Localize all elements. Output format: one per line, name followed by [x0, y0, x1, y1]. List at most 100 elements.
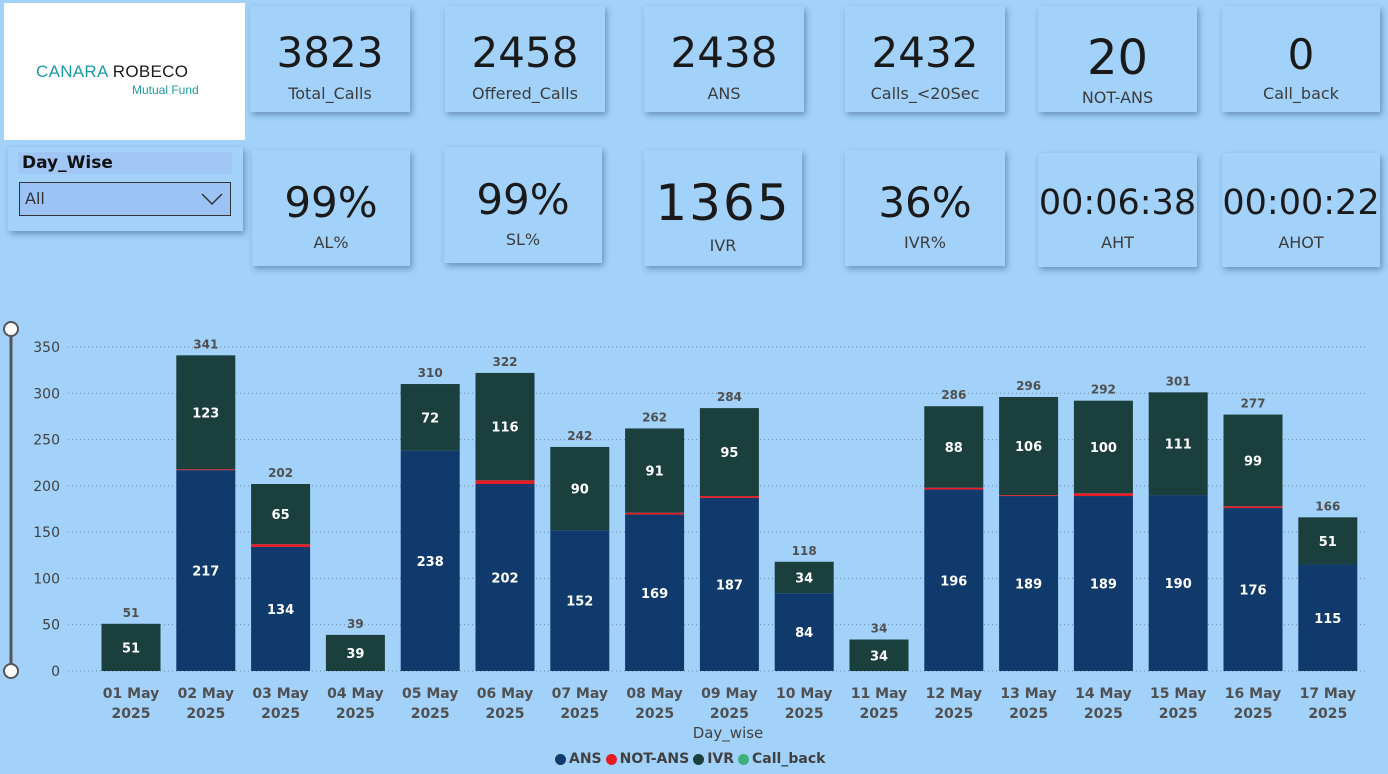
- chevron-down-icon: [201, 193, 223, 206]
- logo-tagline: Mutual Fund: [132, 83, 199, 97]
- bar-segment-not-ans: [176, 469, 236, 471]
- x-tick-label: 13 May: [1000, 686, 1056, 702]
- bar-segment-ivr: [849, 639, 909, 671]
- logo-part2: ROBECO: [112, 62, 189, 81]
- x-tick-label: 2025: [1308, 706, 1347, 722]
- x-tick-label: 03 May: [252, 686, 308, 702]
- bar-segment-not-ans: [699, 496, 759, 498]
- total-label: 284: [717, 390, 742, 404]
- day-wise-slicer: Day_Wise All: [8, 147, 243, 231]
- total-label: 202: [268, 466, 293, 480]
- bar-segment-not-ans: [1073, 493, 1133, 497]
- x-tick-label: 2025: [112, 706, 151, 722]
- kpi-label: Offered_Calls: [472, 84, 578, 103]
- kpi-label: NOT-ANS: [1081, 88, 1154, 107]
- x-tick-label: 08 May: [626, 686, 682, 702]
- bar-segment-ans: [924, 489, 984, 671]
- x-tick-label: 2025: [860, 706, 899, 722]
- bar-segment-not-ans: [924, 487, 984, 490]
- kpi-label: IVR%: [904, 233, 946, 252]
- x-tick-label: 2025: [560, 706, 599, 722]
- x-tick-label: 06 May: [477, 686, 533, 702]
- bar-segment-ivr: [325, 634, 385, 671]
- bar-segment-not-ans: [1223, 506, 1283, 509]
- kpi-label: ANS: [707, 84, 741, 103]
- legend-label: Call_back: [752, 751, 826, 767]
- bar-segment-ivr: [699, 408, 759, 497]
- data-label: 169: [641, 587, 668, 602]
- x-tick-label: 2025: [710, 706, 749, 722]
- kpi-card-al-percent: 99% AL%: [252, 150, 410, 266]
- kpi-card-ivr-percent: 36% IVR%: [845, 150, 1005, 266]
- data-label: 100: [1090, 441, 1117, 456]
- data-label: 88: [945, 441, 963, 456]
- x-tick-label: 07 May: [552, 686, 608, 702]
- kpi-label: AHT: [1101, 233, 1134, 252]
- data-label: 99: [1244, 454, 1262, 469]
- bar-segment-ans: [475, 484, 535, 671]
- bar-segment-ivr: [1073, 400, 1133, 494]
- x-tick-label: 2025: [785, 706, 824, 722]
- x-tick-label: 16 May: [1225, 686, 1281, 702]
- y-tick-label: 50: [42, 618, 60, 634]
- kpi-card-calls-under-20sec: 2432 Calls_<20Sec: [845, 6, 1005, 112]
- bar-segment-ivr: [1223, 414, 1283, 507]
- x-tick-label: 11 May: [851, 686, 907, 702]
- bar-segment-ans: [999, 496, 1059, 671]
- x-tick-label: 17 May: [1300, 686, 1356, 702]
- x-tick-label: 10 May: [776, 686, 832, 702]
- x-tick-label: 02 May: [178, 686, 234, 702]
- bar-segment-not-ans: [251, 544, 311, 547]
- kpi-value: 0: [1287, 30, 1315, 79]
- total-label: 310: [418, 366, 443, 380]
- kpi-card-aht: 00:06:38 AHT: [1038, 153, 1197, 267]
- bar-segment-ivr: [101, 623, 161, 671]
- x-axis-title: Day_wise: [693, 724, 764, 743]
- total-label: 51: [123, 606, 140, 620]
- kpi-value: 00:06:38: [1038, 183, 1197, 223]
- kpi-value: 20: [1086, 30, 1149, 86]
- x-tick-label: 09 May: [701, 686, 757, 702]
- x-tick-label: 2025: [1084, 706, 1123, 722]
- kpi-card-not-ans: 20 NOT-ANS: [1038, 6, 1197, 112]
- kpi-label: IVR: [709, 236, 737, 255]
- slicer-title: Day_Wise: [18, 152, 232, 174]
- total-label: 341: [193, 337, 218, 351]
- kpi-value: 1365: [655, 174, 791, 232]
- x-tick-label: 2025: [635, 706, 674, 722]
- total-label: 262: [642, 410, 667, 424]
- data-label: 217: [192, 565, 219, 580]
- kpi-label: AL%: [313, 233, 349, 252]
- y-tick-label: 150: [33, 525, 60, 541]
- legend-label: NOT-ANS: [619, 751, 690, 767]
- kpi-card-sl-percent: 99% SL%: [444, 147, 602, 263]
- range-slider-handle-top[interactable]: [3, 321, 19, 337]
- bar-segment-ivr: [625, 428, 685, 513]
- kpi-card-offered-calls: 2458 Offered_Calls: [445, 6, 605, 112]
- data-label: 187: [716, 578, 743, 593]
- legend-label: ANS: [569, 751, 602, 767]
- total-label: 292: [1091, 383, 1116, 397]
- legend-item-not-ans: NOT-ANS: [605, 751, 690, 767]
- data-label: 123: [192, 406, 219, 421]
- kpi-card-ahot: 00:00:22 AHOT: [1222, 153, 1380, 267]
- y-tick-label: 350: [33, 340, 60, 356]
- data-label: 176: [1239, 584, 1266, 599]
- x-tick-label: 05 May: [402, 686, 458, 702]
- bar-segment-not-ans: [475, 480, 535, 485]
- kpi-label: AHOT: [1278, 233, 1324, 252]
- total-label: 277: [1240, 397, 1265, 411]
- y-tick-label: 250: [33, 433, 60, 449]
- bar-segment-ivr: [475, 372, 535, 481]
- legend-dot-ivr: [693, 753, 705, 765]
- data-label: 91: [646, 465, 664, 480]
- data-label: 65: [272, 508, 290, 523]
- data-label: 34: [870, 649, 888, 664]
- x-tick-label: 14 May: [1075, 686, 1131, 702]
- day-wise-dropdown[interactable]: All: [19, 182, 231, 216]
- x-tick-label: 04 May: [327, 686, 383, 702]
- range-slider-handle-bottom[interactable]: [3, 663, 19, 679]
- x-tick-label: 2025: [411, 706, 450, 722]
- bar-segment-ivr: [251, 484, 311, 545]
- kpi-value: 36%: [878, 178, 972, 227]
